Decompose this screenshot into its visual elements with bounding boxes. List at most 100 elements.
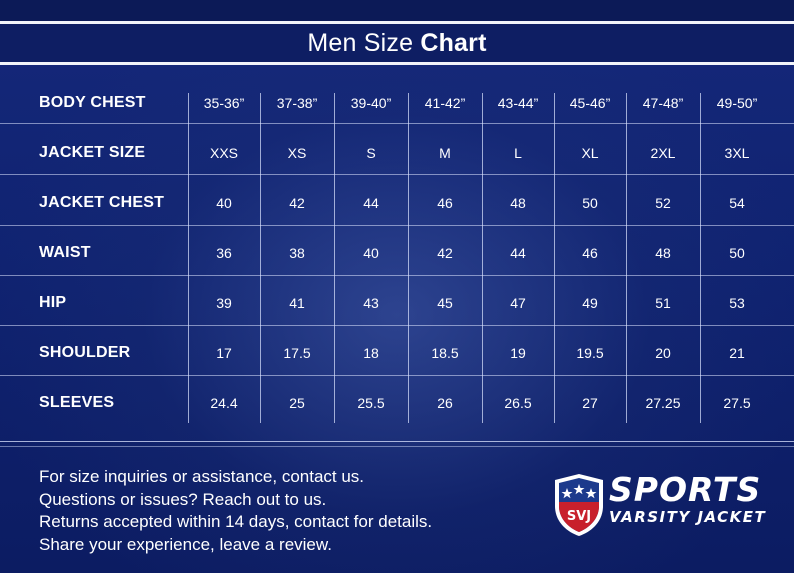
column-header: 45-46” [569,94,611,111]
table-row: HIP 39 41 43 45 47 49 51 53 [0,277,794,328]
row-divider [0,225,794,226]
table-cell: 50 [729,244,745,261]
table-row: JACKET CHEST 40 42 44 46 48 50 52 54 [0,177,794,228]
table-cell: 27.5 [723,394,751,411]
table-cell: 44 [510,244,526,261]
table-cell: 38 [289,244,305,261]
table-cell: 18 [363,344,379,361]
column-divider [700,93,701,423]
row-label: HIP [39,293,67,311]
table-cell: S [366,144,376,161]
table-cell: 19 [510,344,526,361]
logo-word-sports: SPORTS [609,470,762,509]
table-cell: 52 [655,194,671,211]
table-cell: 48 [655,244,671,261]
page-title: Men Size Chart [0,24,794,62]
column-divider [334,93,335,423]
table-cell: L [514,144,522,161]
row-label: JACKET CHEST [39,193,165,211]
title-top-rule [0,21,794,24]
table-cell: 40 [363,244,379,261]
table-cell: 48 [510,194,526,211]
table-cell: 36 [216,244,232,261]
table-cell: 51 [655,294,671,311]
footer-line: For size inquiries or assistance, contac… [39,467,365,486]
table-cell: 44 [363,194,379,211]
shield-badge-icon: SVJ [555,474,603,536]
row-divider [0,275,794,276]
table-cell: 21 [729,344,745,361]
footer-rule [0,446,794,447]
table-cell: 50 [582,194,598,211]
table-cell: XL [581,144,599,161]
column-divider [260,93,261,423]
badge-text: SVJ [567,509,591,524]
table-cell: 24.4 [210,394,238,411]
table-cell: 25 [289,394,305,411]
table-cell: 39 [216,294,232,311]
column-divider [408,93,409,423]
row-divider [0,174,794,175]
row-label: SHOULDER [39,343,131,361]
size-table: BODY CHEST 35-36” 37-38” 39-40” 41-42” 4… [0,75,794,440]
table-cell: 19.5 [576,344,604,361]
row-label: JACKET SIZE [39,143,146,161]
table-cell: 27.25 [645,394,681,411]
table-header-row: BODY CHEST 35-36” 37-38” 39-40” 41-42” 4… [0,77,794,128]
table-cell: 40 [216,194,232,211]
brand-logo: SVJ SPORTS VARSITY JACKET [553,472,765,542]
column-header: 47-48” [642,94,684,111]
table-cell: 49 [582,294,598,311]
logo-wordmark: SPORTS VARSITY JACKET [609,470,769,527]
column-header: 41-42” [424,94,466,111]
title-bold: Chart [420,29,487,57]
row-divider [0,123,794,124]
table-row: JACKET SIZE XXS XS S M L XL 2XL 3XL [0,127,794,178]
column-header: 39-40” [350,94,392,111]
footer-line: Share your experience, leave a review. [39,534,332,554]
table-cell: 46 [582,244,598,261]
column-header: 35-36” [203,94,245,111]
row-label: SLEEVES [39,393,115,411]
table-cell: 25.5 [357,394,385,411]
table-cell: 20 [655,344,671,361]
column-divider [626,93,627,423]
table-cell: 42 [289,194,305,211]
row-divider [0,325,794,326]
table-cell: M [439,144,451,161]
table-cell: 43 [363,294,379,311]
table-cell: 46 [437,194,453,211]
column-divider [554,93,555,423]
table-cell: 17 [216,344,232,361]
row-divider [0,375,794,376]
table-cell: 3XL [724,144,750,161]
table-cell: 17.5 [283,344,311,361]
title-regular: Men Size [307,29,421,57]
table-cell: 53 [729,294,745,311]
column-divider [482,93,483,423]
table-cell: 41 [289,294,305,311]
table-cell: 26.5 [504,394,532,411]
column-header: 49-50” [716,94,758,111]
table-cell: 26 [437,394,453,411]
table-cell: 45 [437,294,453,311]
table-row: WAIST 36 38 40 42 44 46 48 50 [0,227,794,278]
table-cell: 18.5 [431,344,459,361]
table-cell: 2XL [650,144,676,161]
header-label: BODY CHEST [39,93,146,111]
table-cell: 54 [729,194,745,211]
table-cell: 42 [437,244,453,261]
footer-rule [0,441,794,442]
footer-line: Returns accepted within 14 days, contact… [39,512,433,531]
table-cell: XS [287,144,307,161]
column-divider [188,93,189,423]
logo-word-varsity: VARSITY JACKET [609,508,767,526]
footer-info: For size inquiries or assistance, contac… [39,466,519,556]
table-row: SLEEVES 24.4 25 25.5 26 26.5 27 27.25 27… [0,377,794,428]
column-header: 37-38” [276,94,318,111]
column-header: 43-44” [497,94,539,111]
row-label: WAIST [39,243,91,261]
table-cell: XXS [209,144,238,161]
table-cell: 47 [510,294,526,311]
